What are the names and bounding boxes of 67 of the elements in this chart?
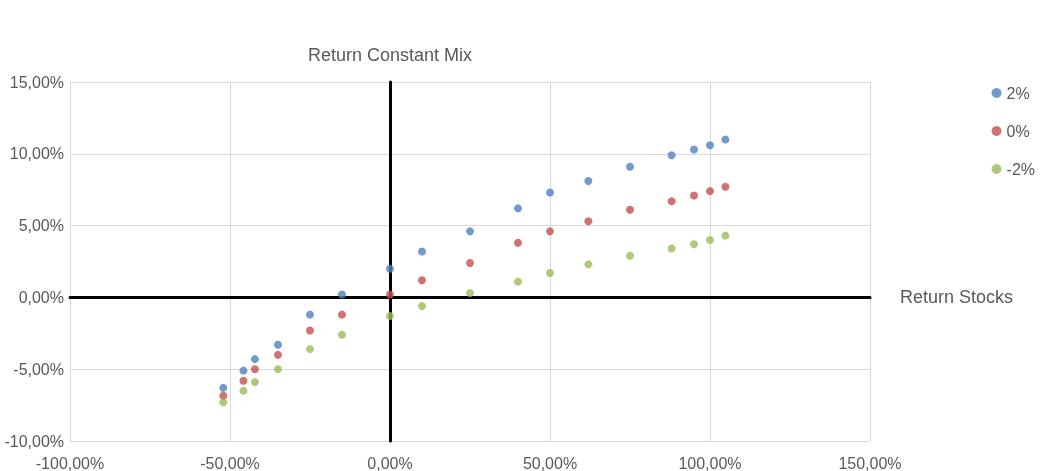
point — [690, 145, 698, 154]
point — [274, 340, 282, 349]
point — [338, 330, 346, 339]
point — [219, 383, 228, 392]
point — [306, 326, 314, 335]
point — [386, 290, 394, 299]
point — [338, 290, 346, 299]
point — [338, 310, 346, 319]
point — [466, 258, 474, 267]
point — [667, 151, 676, 160]
point — [250, 355, 259, 364]
legend-label: 2% — [1006, 84, 1030, 102]
legend-label: 0% — [1006, 122, 1030, 140]
point — [250, 378, 259, 387]
point — [667, 197, 676, 206]
point — [706, 187, 714, 196]
x-tick-label: -100,00% — [35, 454, 105, 471]
y-tick-label: -5,00% — [13, 360, 64, 378]
point — [274, 350, 282, 359]
x-tick-label: -50,00% — [200, 454, 260, 471]
point — [706, 235, 714, 244]
point — [721, 135, 730, 144]
point — [418, 247, 426, 256]
y-tick-label: 15,00% — [9, 73, 64, 91]
x-axis-title: Return Stocks — [900, 287, 1014, 308]
x-tick-label: 150,00% — [838, 454, 902, 471]
point — [667, 244, 676, 253]
point — [466, 289, 474, 298]
point — [584, 177, 593, 186]
point — [466, 227, 474, 236]
point — [514, 204, 522, 213]
point — [690, 191, 698, 200]
x-tick-label: 50,00% — [522, 454, 578, 471]
y-tick-label: -10,00% — [4, 432, 64, 450]
point — [514, 238, 522, 247]
point — [418, 302, 426, 311]
point — [219, 398, 228, 407]
point — [514, 277, 522, 286]
y-tick-label: 5,00% — [18, 217, 64, 235]
point — [721, 182, 730, 191]
point — [306, 310, 314, 319]
point — [546, 227, 554, 236]
point — [250, 365, 259, 374]
point — [239, 366, 248, 375]
point — [386, 264, 394, 273]
legend-label: -2% — [1006, 160, 1035, 178]
x-tick-label: 100,00% — [678, 454, 742, 471]
point — [690, 240, 698, 249]
point — [386, 312, 394, 321]
point — [418, 276, 426, 285]
point — [306, 345, 314, 354]
point — [626, 162, 634, 171]
point — [546, 188, 554, 197]
point — [584, 260, 593, 269]
y-tick-label: 10,00% — [9, 145, 64, 163]
point — [239, 376, 248, 385]
point — [239, 386, 248, 395]
point — [626, 205, 634, 214]
point — [626, 251, 634, 260]
point — [584, 217, 593, 226]
point — [721, 231, 730, 240]
y-axis-title: Return Constant Mix — [307, 45, 473, 65]
point — [546, 268, 554, 277]
point — [274, 365, 282, 374]
point — [706, 141, 714, 150]
x-tick-label: 0,00% — [367, 454, 413, 471]
y-tick-label: 0,00% — [18, 288, 64, 306]
